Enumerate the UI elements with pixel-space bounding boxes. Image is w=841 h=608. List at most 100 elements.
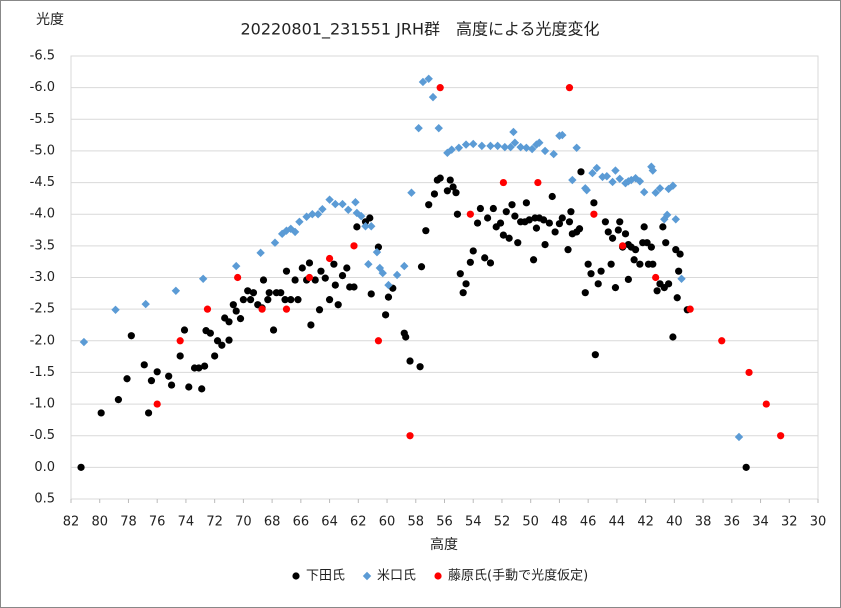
data-point bbox=[282, 267, 291, 275]
data-point bbox=[330, 260, 338, 268]
data-point bbox=[500, 142, 510, 152]
data-point bbox=[653, 287, 661, 295]
data-point bbox=[461, 140, 471, 149]
data-point bbox=[428, 92, 438, 102]
data-point bbox=[647, 162, 656, 171]
data-point bbox=[505, 234, 513, 242]
data-point bbox=[592, 163, 601, 173]
data-point bbox=[291, 276, 299, 284]
data-point bbox=[321, 274, 329, 282]
data-point bbox=[597, 267, 605, 275]
data-point bbox=[232, 307, 240, 315]
data-point bbox=[407, 188, 416, 197]
y-tick-label: -1.5 bbox=[30, 365, 55, 380]
data-point bbox=[176, 337, 184, 345]
data-point bbox=[604, 228, 612, 236]
data-point bbox=[594, 280, 602, 288]
data-point bbox=[141, 299, 150, 309]
data-point bbox=[508, 201, 516, 209]
data-point bbox=[361, 222, 370, 231]
data-point bbox=[198, 274, 208, 283]
data-point bbox=[639, 187, 649, 197]
x-tick-label: 40 bbox=[666, 515, 683, 530]
data-point bbox=[402, 333, 410, 341]
x-tick-label: 70 bbox=[235, 515, 252, 530]
data-point bbox=[677, 274, 686, 283]
data-point bbox=[265, 289, 273, 297]
data-point bbox=[555, 220, 564, 228]
data-point bbox=[673, 294, 681, 302]
data-point bbox=[424, 74, 433, 83]
data-point bbox=[206, 329, 214, 337]
data-point bbox=[686, 305, 694, 313]
y-tick-label: -2.0 bbox=[30, 333, 55, 348]
data-point bbox=[325, 254, 334, 263]
data-point bbox=[456, 270, 464, 278]
data-point bbox=[662, 210, 672, 220]
data-point bbox=[317, 267, 325, 275]
data-point bbox=[481, 254, 489, 262]
data-point bbox=[378, 268, 387, 278]
y-tick-label: -1.0 bbox=[30, 397, 55, 412]
data-point bbox=[510, 138, 520, 147]
data-point bbox=[264, 296, 272, 304]
data-point bbox=[308, 210, 317, 219]
data-point bbox=[256, 248, 265, 258]
data-point bbox=[430, 190, 439, 198]
data-point bbox=[631, 246, 640, 254]
data-point bbox=[384, 280, 393, 290]
data-point bbox=[315, 306, 324, 314]
data-point bbox=[635, 177, 645, 186]
data-point bbox=[540, 146, 550, 156]
data-point bbox=[225, 318, 233, 326]
data-point bbox=[509, 127, 518, 137]
data-point bbox=[425, 201, 433, 209]
data-point bbox=[662, 239, 670, 247]
data-point bbox=[277, 229, 287, 239]
data-point bbox=[742, 463, 750, 471]
data-point bbox=[343, 264, 351, 272]
data-point bbox=[777, 432, 785, 440]
data-point bbox=[514, 239, 522, 247]
data-point bbox=[643, 239, 651, 247]
data-point bbox=[171, 286, 181, 295]
data-point bbox=[294, 296, 302, 304]
data-point bbox=[443, 187, 451, 195]
data-point bbox=[356, 211, 366, 221]
data-point bbox=[591, 351, 599, 359]
data-point bbox=[259, 276, 268, 284]
data-point bbox=[675, 267, 683, 275]
data-point bbox=[218, 341, 226, 349]
data-point bbox=[630, 256, 638, 264]
y-tick-label: -6.5 bbox=[30, 49, 55, 64]
data-point bbox=[282, 305, 291, 313]
data-point bbox=[364, 260, 373, 269]
y-tick-label: -6.0 bbox=[30, 80, 55, 95]
data-point bbox=[598, 172, 607, 182]
data-point bbox=[414, 123, 423, 133]
data-point bbox=[621, 179, 630, 188]
data-point bbox=[239, 296, 247, 304]
data-point bbox=[558, 214, 566, 222]
data-point bbox=[353, 223, 361, 231]
y-tick-label: -2.5 bbox=[30, 302, 55, 317]
data-point bbox=[615, 174, 624, 183]
x-tick-label: 48 bbox=[551, 515, 568, 530]
data-point bbox=[350, 242, 358, 250]
data-point bbox=[140, 361, 148, 369]
data-point bbox=[669, 333, 677, 341]
data-point bbox=[452, 189, 460, 197]
data-point bbox=[200, 362, 209, 370]
x-tick-label: 46 bbox=[580, 515, 597, 530]
data-point bbox=[305, 273, 314, 282]
data-point bbox=[367, 290, 375, 298]
data-point bbox=[392, 270, 402, 280]
data-point bbox=[97, 409, 105, 417]
data-point bbox=[511, 212, 519, 220]
data-point bbox=[111, 305, 120, 314]
data-point bbox=[581, 289, 589, 297]
x-tick-label: 60 bbox=[379, 515, 396, 530]
data-point bbox=[225, 336, 233, 344]
y-tick-label: -3.0 bbox=[30, 270, 55, 285]
